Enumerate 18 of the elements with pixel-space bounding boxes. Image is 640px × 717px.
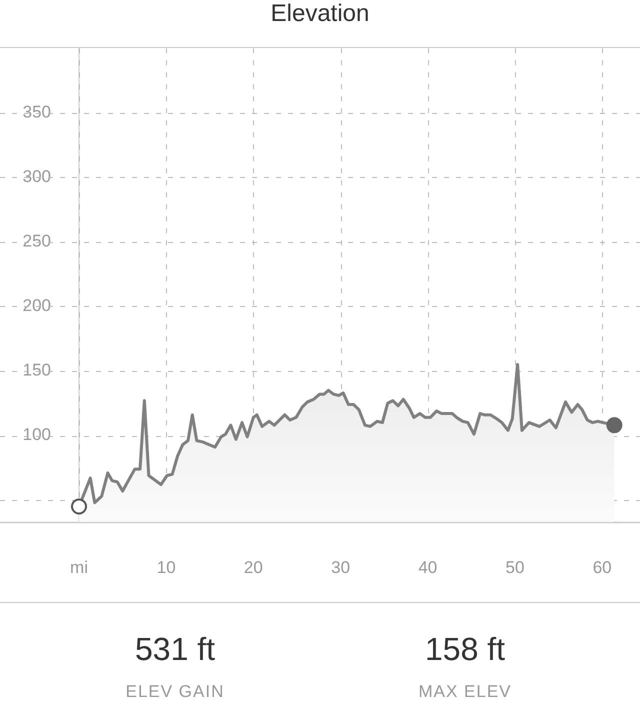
y-tick-label: 350 [22,102,51,122]
x-tick-label: 30 [331,558,350,577]
y-tick-label: 300 [22,166,51,186]
x-tick-label: 20 [244,558,263,577]
x-tick-label: 40 [418,558,438,577]
text: 158 ft [424,631,506,668]
y-tick-label: 100 [22,425,51,444]
text: ELEV GAIN [124,682,226,702]
text: MAX ELEV [417,682,513,702]
x-tick-label: 60 [592,558,612,577]
y-tick-label: 250 [22,232,51,251]
y-tick-label: 200 [22,296,51,316]
x-tick-label: mi [70,558,88,577]
chart-title: Elevation [0,0,640,48]
y-tick-label: 150 [22,360,51,380]
x-tick-label: 50 [506,558,524,577]
text: 531 ft [134,631,216,668]
x-tick-label: 10 [156,558,176,577]
